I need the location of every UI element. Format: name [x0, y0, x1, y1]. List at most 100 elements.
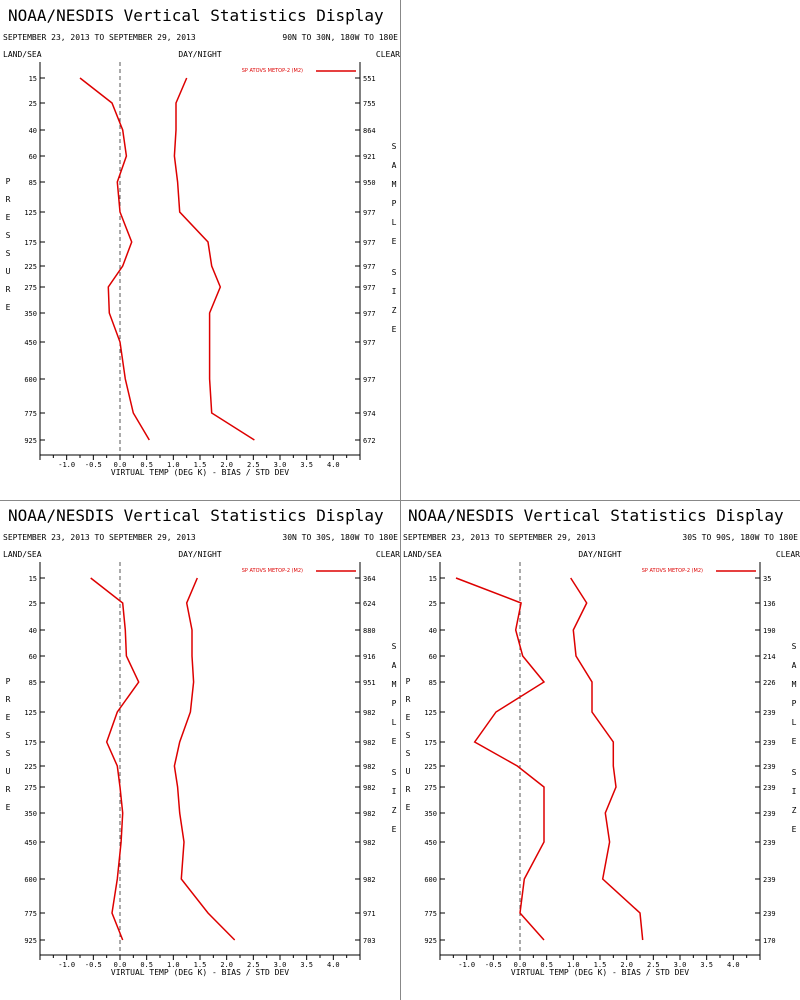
bias-line [455, 577, 546, 941]
sample-size-label: 239 [763, 709, 776, 717]
x-tick-label: 1.0 [167, 461, 180, 469]
bias-line [90, 577, 140, 941]
y2-axis-label-letter: M [792, 680, 797, 689]
pressure-label: 15 [29, 575, 37, 583]
sample-size-label: 982 [363, 709, 376, 717]
sample-size-label: 982 [363, 739, 376, 747]
sample-size-label: 977 [363, 284, 376, 292]
x-tick-label: 3.0 [274, 461, 287, 469]
pressure-label: 85 [29, 179, 37, 187]
y2-axis-label-letter: E [392, 737, 397, 746]
sample-size-label: 672 [363, 437, 376, 445]
y-axis-label-letter: P [6, 177, 11, 186]
sample-size-label: 951 [363, 679, 376, 687]
pressure-label: 275 [24, 284, 37, 292]
y-axis-label-letter: S [406, 749, 411, 758]
land-sea-label: LAND/SEA [3, 50, 42, 59]
x-tick-label: 3.0 [674, 961, 687, 969]
date-range: SEPTEMBER 23, 2013 TO SEPTEMBER 29, 2013 [403, 533, 596, 542]
x-tick-label: 0.5 [140, 461, 153, 469]
sample-size-label: 239 [763, 910, 776, 918]
x-tick-label: 0.5 [540, 961, 553, 969]
pressure-label: 450 [24, 339, 37, 347]
sample-size-label: 977 [363, 263, 376, 271]
y2-axis-label-letter: E [792, 737, 797, 746]
pressure-label: 925 [24, 437, 37, 445]
x-tick-label: 2.5 [247, 461, 260, 469]
sample-size-label: 214 [763, 653, 776, 661]
x-tick-label: 3.5 [300, 961, 313, 969]
y-axis-label-letter: P [6, 677, 11, 686]
chart-title: NOAA/NESDIS Vertical Statistics Display [8, 506, 384, 525]
pressure-label: 600 [24, 376, 37, 384]
std-dev-line [173, 577, 236, 941]
legend-label: SP ATOVS METOP-2 (M2) [242, 68, 303, 74]
x-tick-label: -1.0 [58, 961, 75, 969]
pressure-label: 600 [24, 876, 37, 884]
y2-axis-label-letter: M [392, 680, 397, 689]
pressure-label: 25 [429, 600, 437, 608]
sample-size-label: 190 [763, 627, 776, 635]
chart-title: NOAA/NESDIS Vertical Statistics Display [408, 506, 784, 525]
pressure-label: 775 [24, 410, 37, 418]
y-axis-label-letter: R [6, 195, 11, 204]
y-axis-label-letter: U [406, 767, 411, 776]
clear-label: CLEAR [376, 50, 400, 59]
pressure-label: 15 [29, 75, 37, 83]
x-tick-label: 1.0 [167, 961, 180, 969]
x-tick-label: 1.0 [567, 961, 580, 969]
pressure-label: 225 [24, 263, 37, 271]
panel-south: NOAA/NESDIS Vertical Statistics Display S… [400, 500, 800, 1000]
y-axis-label-letter: R [6, 785, 11, 794]
y-axis-label-letter: R [6, 695, 11, 704]
x-tick-label: 3.0 [274, 961, 287, 969]
x-tick-label: -0.5 [85, 461, 102, 469]
sample-size-label: 703 [363, 937, 376, 945]
sample-size-label: 977 [363, 239, 376, 247]
x-tick-label: 4.0 [327, 961, 340, 969]
x-tick-label: 1.5 [194, 461, 207, 469]
x-tick-label: 1.5 [594, 961, 607, 969]
y-axis-label-letter: E [6, 713, 11, 722]
y-axis-label-letter: R [406, 695, 411, 704]
x-tick-label: 4.0 [727, 961, 740, 969]
region-label: 30N TO 30S, 180W TO 180E [282, 533, 398, 542]
y-axis-label-letter: E [406, 713, 411, 722]
y2-axis-label-letter: E [392, 325, 397, 334]
pressure-label: 85 [29, 679, 37, 687]
sample-size-label: 35 [763, 575, 771, 583]
sample-size-label: 974 [363, 410, 376, 418]
y2-axis-label-letter: P [392, 699, 397, 708]
sample-size-label: 977 [363, 339, 376, 347]
x-tick-label: 0.0 [114, 461, 127, 469]
sample-size-label: 551 [363, 75, 376, 83]
x-tick-label: -0.5 [485, 961, 502, 969]
x-tick-label: 3.5 [700, 961, 713, 969]
clear-label: CLEAR [776, 550, 800, 559]
pressure-label: 175 [24, 739, 37, 747]
y2-axis-label-letter: P [792, 699, 797, 708]
sample-size-label: 226 [763, 679, 776, 687]
y2-axis-label-letter: I [792, 787, 797, 796]
empty-panel [401, 0, 800, 500]
y2-axis-label-letter: E [392, 237, 397, 246]
sample-size-label: 977 [363, 376, 376, 384]
pressure-label: 60 [29, 153, 37, 161]
date-range: SEPTEMBER 23, 2013 TO SEPTEMBER 29, 2013 [3, 33, 196, 42]
sample-size-label: 977 [363, 310, 376, 318]
y2-axis-label-letter: S [792, 642, 797, 651]
x-tick-label: 0.5 [140, 961, 153, 969]
sample-size-label: 921 [363, 153, 376, 161]
sample-size-label: 977 [363, 209, 376, 217]
y2-axis-label-letter: E [792, 825, 797, 834]
pressure-label: 775 [24, 910, 37, 918]
sample-size-label: 239 [763, 839, 776, 847]
pressure-label: 350 [24, 810, 37, 818]
x-tick-label: 2.5 [647, 961, 660, 969]
y2-axis-label-letter: P [392, 199, 397, 208]
region-label: 30S TO 90S, 180W TO 180E [682, 533, 798, 542]
legend-label: SP ATOVS METOP-2 (M2) [642, 568, 703, 574]
y2-axis-label-letter: L [392, 718, 397, 727]
sample-size-label: 624 [363, 600, 376, 608]
sample-size-label: 239 [763, 763, 776, 771]
